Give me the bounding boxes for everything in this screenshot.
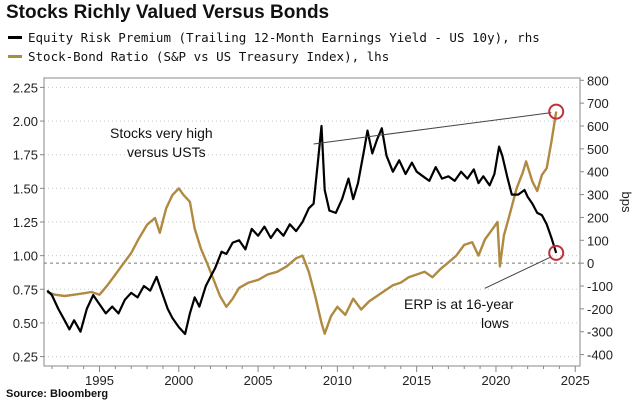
series-line-erp: [46, 124, 558, 336]
y-right-tick-label: -100: [587, 279, 613, 294]
legend-item-stock-bond: Stock-Bond Ratio (S&P vs US Treasury Ind…: [8, 47, 389, 65]
y-right-tick-label: 800: [587, 73, 609, 88]
annotation-erp-line-1: ERP is at 16-year: [404, 296, 514, 312]
x-tick-label: 2000: [164, 373, 193, 388]
series-layer: [46, 111, 558, 336]
annotation-highlight-circle: [548, 244, 565, 261]
y-right-tick-label: 100: [587, 233, 609, 248]
annotation-stocks-line-2: versus USTs: [127, 144, 206, 160]
y-left-tick-label: 2.00: [13, 114, 38, 129]
x-tick-label: 1995: [85, 373, 114, 388]
x-tick-label: 2010: [323, 373, 352, 388]
y-left-tick-label: 1.75: [13, 148, 38, 163]
y-right-tick-label: -300: [587, 325, 613, 340]
y-right-tick-label: 400: [587, 165, 609, 180]
legend-swatch-erp: [8, 35, 22, 39]
series-line-stock-bond: [46, 111, 558, 335]
annotation-highlight-circle: [548, 103, 565, 120]
y-left-tick-label: 1.00: [13, 249, 38, 264]
annotation-stocks-line-1: Stocks very high: [110, 125, 213, 141]
y-right-axis-label: bps: [619, 192, 634, 213]
y-right-tick-label: 0: [587, 256, 594, 271]
y-left-tick-label: 0.25: [13, 350, 38, 365]
annotation-layer: Stocks very high versus USTs ERP is at 1…: [110, 103, 565, 331]
y-right-tick-label: -200: [587, 302, 613, 317]
annotation-leader-line: [484, 256, 552, 289]
y-right-tick-label: 500: [587, 142, 609, 157]
legend-label-stock-bond: Stock-Bond Ratio (S&P vs US Treasury Ind…: [28, 48, 390, 64]
y-right-tick-label: -400: [587, 348, 613, 363]
y-right-tick-label: 600: [587, 119, 609, 134]
chart-title: Stocks Richly Valued Versus Bonds: [6, 2, 330, 23]
y-right-tick-label: 200: [587, 210, 609, 225]
y-right-tick-label: 700: [587, 96, 609, 111]
x-tick-label: 2005: [244, 373, 273, 388]
legend-label-erp: Equity Risk Premium (Trailing 12-Month E…: [28, 29, 540, 45]
y-left-tick-label: 1.25: [13, 215, 38, 230]
x-tick-label: 2025: [561, 373, 590, 388]
grid-layer: [44, 86, 580, 358]
x-tick-label: 2020: [481, 373, 510, 388]
legend-swatch-stock-bond: [8, 54, 22, 58]
axis-layer: 0.25 0.50 0.75 1.00 1.25 1.50 1.75 2.00 2.25 -400…: [13, 73, 634, 388]
y-left-tick-label: 2.25: [13, 80, 38, 95]
y-right-tick-label: 300: [587, 188, 609, 203]
annotation-erp-line-2: lows: [481, 315, 509, 331]
x-tick-label: 2015: [402, 373, 431, 388]
legend-item-erp: Equity Risk Premium (Trailing 12-Month E…: [8, 28, 540, 46]
y-left-tick-label: 1.50: [13, 181, 38, 196]
annotation-leader-line: [313, 112, 552, 145]
source-note: Source: Bloomberg: [6, 388, 109, 400]
y-left-tick-label: 0.75: [13, 282, 38, 297]
y-left-tick-label: 0.50: [13, 316, 38, 331]
